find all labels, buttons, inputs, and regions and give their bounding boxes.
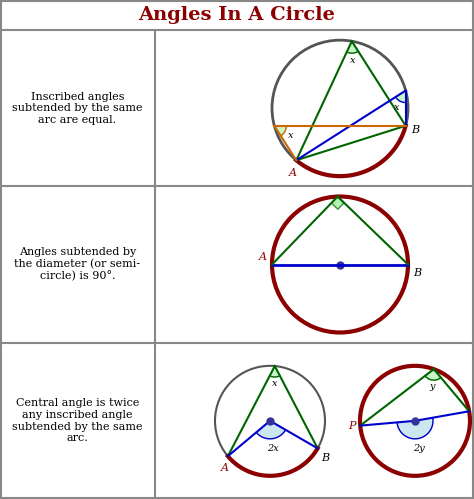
Text: y: y xyxy=(429,382,435,391)
Text: x: x xyxy=(272,379,278,388)
Text: Q: Q xyxy=(473,404,474,414)
Text: 2x: 2x xyxy=(266,444,278,453)
Polygon shape xyxy=(396,90,406,103)
Text: P: P xyxy=(348,421,355,431)
Text: x: x xyxy=(394,103,399,112)
Text: Angles subtended by
the diameter (or semi-
circle) is 90°.: Angles subtended by the diameter (or sem… xyxy=(14,248,141,281)
Text: A: A xyxy=(221,463,229,473)
Text: Inscribed angles
subtended by the same
arc are equal.: Inscribed angles subtended by the same a… xyxy=(12,92,143,125)
Text: A: A xyxy=(259,251,267,261)
Text: B: B xyxy=(413,267,421,277)
Text: B: B xyxy=(410,125,419,135)
Text: Angles In A Circle: Angles In A Circle xyxy=(138,6,336,24)
Text: 2y: 2y xyxy=(413,444,425,453)
Text: B: B xyxy=(322,453,330,464)
Polygon shape xyxy=(397,418,433,439)
Polygon shape xyxy=(270,366,280,377)
Text: Central angle is twice
any inscribed angle
subtended by the same
arc.: Central angle is twice any inscribed ang… xyxy=(12,398,143,443)
Text: x: x xyxy=(350,56,356,65)
Polygon shape xyxy=(274,126,286,136)
Text: A: A xyxy=(289,168,297,178)
Text: x: x xyxy=(288,131,294,140)
Polygon shape xyxy=(347,41,358,53)
Polygon shape xyxy=(256,421,286,439)
Polygon shape xyxy=(331,197,344,209)
Polygon shape xyxy=(425,369,441,380)
